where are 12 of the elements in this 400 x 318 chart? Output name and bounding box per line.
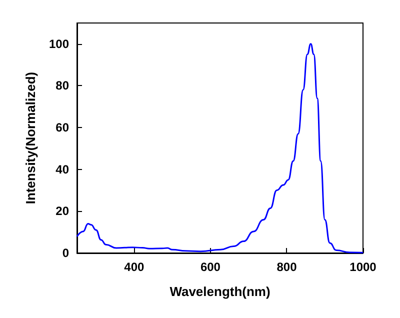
y-tick-label: 0 (62, 246, 70, 260)
x-tick-label: 800 (276, 260, 298, 274)
y-tick-label: 100 (48, 36, 70, 51)
y-tick-label: 20 (56, 204, 70, 218)
y-tick-label: 60 (56, 120, 70, 135)
y-tick-label: 40 (56, 162, 70, 176)
y-axis-title: Intensity(Normalized) (23, 72, 38, 204)
x-tick-label: 400 (124, 260, 145, 274)
x-tick-label: 1000 (350, 260, 377, 274)
y-tick-label: 80 (56, 78, 70, 93)
x-tick-label: 600 (200, 260, 221, 274)
x-axis-title: Wavelength(nm) (170, 284, 270, 299)
